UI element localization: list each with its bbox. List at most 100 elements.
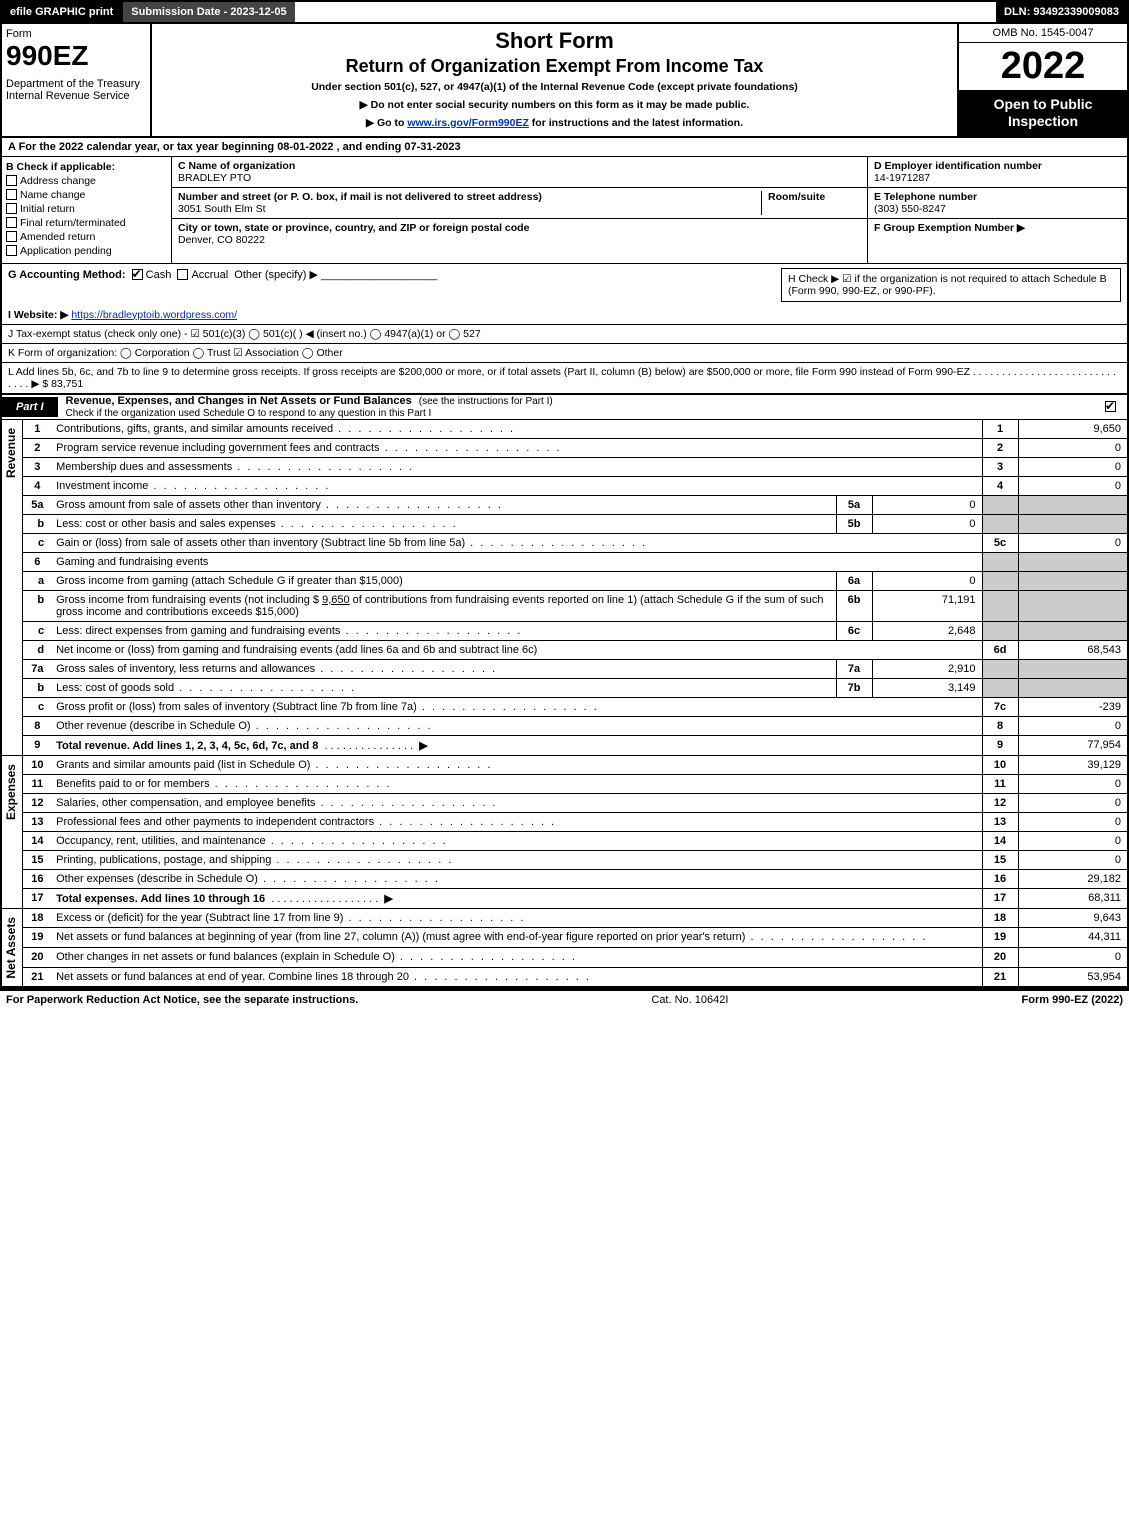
line-6c-num: c [22,621,52,640]
line-7b-desc: Less: cost of goods sold [52,678,836,697]
dept-label: Department of the Treasury Internal Reve… [6,78,146,102]
ein-label: D Employer identification number [874,160,1042,172]
chk-amended-return[interactable]: Amended return [6,231,167,243]
line-8-val: 0 [1018,716,1128,735]
line-6a-boxval: 0 [872,571,982,590]
submission-date: Submission Date - 2023-12-05 [121,2,294,22]
chk-accrual[interactable] [177,269,188,280]
line-5b-greyval [1018,514,1128,533]
tel-label: E Telephone number [874,191,977,203]
chk-application-pending[interactable]: Application pending [6,245,167,257]
col-c-orginfo: C Name of organization BRADLEY PTO Numbe… [172,157,867,263]
line-11-ref: 11 [982,774,1018,793]
line-6b-boxval: 71,191 [872,590,982,621]
omb-number: OMB No. 1545-0047 [959,24,1127,43]
line-5a-num: 5a [22,495,52,514]
chk-final-return[interactable]: Final return/terminated [6,217,167,229]
line-21-val: 53,954 [1018,967,1128,987]
tel-value: (303) 550-8247 [874,203,946,215]
line-5b-box: 5b [836,514,872,533]
footer-form: Form 990-EZ (2022) [1022,994,1123,1006]
expenses-table: 10Grants and similar amounts paid (list … [22,756,1129,909]
row-gh: G Accounting Method: Cash Accrual Other … [0,264,1129,306]
group-exemption-label: F Group Exemption Number ▶ [874,222,1025,234]
line-18-num: 18 [22,909,52,928]
chk-name-change[interactable]: Name change [6,189,167,201]
chk-address-change[interactable]: Address change [6,175,167,187]
line-16-val: 29,182 [1018,869,1128,888]
line-2-ref: 2 [982,438,1018,457]
subtitle-link: ▶ Go to www.irs.gov/Form990EZ for instru… [160,117,949,129]
line-6-grey [982,552,1018,571]
line-7a-box: 7a [836,659,872,678]
open-to-public: Open to Public Inspection [959,90,1127,136]
line-1-val: 9,650 [1018,420,1128,439]
line-7b-greyval [1018,678,1128,697]
line-9-val: 77,954 [1018,735,1128,755]
line-12-desc: Salaries, other compensation, and employ… [52,793,982,812]
netassets-table: 18Excess or (deficit) for the year (Subt… [22,909,1129,988]
subtitle-ssn: ▶ Do not enter social security numbers o… [160,99,949,111]
line-1-ref: 1 [982,420,1018,439]
line-6-num: 6 [22,552,52,571]
line-21-desc: Net assets or fund balances at end of ye… [52,967,982,987]
c-addr-label: Number and street (or P. O. box, if mail… [178,191,542,203]
subtitle-code: Under section 501(c), 527, or 4947(a)(1)… [160,81,949,93]
part1-title: Revenue, Expenses, and Changes in Net As… [66,395,412,407]
line-5b-grey [982,514,1018,533]
line-6c-greyval [1018,621,1128,640]
website-link[interactable]: https://bradleyptoib.wordpress.com/ [71,309,237,321]
line-5b-num: b [22,514,52,533]
line-9-desc: Total revenue. Add lines 1, 2, 3, 4, 5c,… [52,735,982,755]
col-b-checkboxes: B Check if applicable: Address change Na… [2,157,172,263]
line-6d-desc: Net income or (loss) from gaming and fun… [52,640,982,659]
part1-checkbox[interactable] [1105,401,1119,413]
netassets-section: Net Assets 18Excess or (deficit) for the… [0,909,1129,990]
line-19-val: 44,311 [1018,928,1128,948]
efile-print[interactable]: efile GRAPHIC print [2,2,121,22]
line-6b-desc: Gross income from fundraising events (no… [52,590,836,621]
line-12-ref: 12 [982,793,1018,812]
line-7c-num: c [22,697,52,716]
page-footer: For Paperwork Reduction Act Notice, see … [0,989,1129,1009]
line-13-ref: 13 [982,812,1018,831]
header-left: Form 990EZ Department of the Treasury In… [2,24,152,136]
form-number: 990EZ [6,40,146,72]
line-21-ref: 21 [982,967,1018,987]
line-14-val: 0 [1018,831,1128,850]
line-6b-box: 6b [836,590,872,621]
line-7c-val: -239 [1018,697,1128,716]
line-4-num: 4 [22,476,52,495]
line-5c-val: 0 [1018,533,1128,552]
chk-initial-return[interactable]: Initial return [6,203,167,215]
line-12-num: 12 [22,793,52,812]
line-3-num: 3 [22,457,52,476]
ein-value: 14-1971287 [874,172,930,184]
line-5a-grey [982,495,1018,514]
chk-cash[interactable] [132,269,143,280]
line-8-ref: 8 [982,716,1018,735]
netassets-vert-label: Net Assets [0,909,22,988]
line-7a-boxval: 2,910 [872,659,982,678]
line-6c-desc: Less: direct expenses from gaming and fu… [52,621,836,640]
header-right: OMB No. 1545-0047 2022 Open to Public In… [957,24,1127,136]
room-label: Room/suite [768,191,825,203]
line-21-num: 21 [22,967,52,987]
line-16-num: 16 [22,869,52,888]
line-15-val: 0 [1018,850,1128,869]
part1-checkline: Check if the organization used Schedule … [66,408,432,419]
revenue-table: 1Contributions, gifts, grants, and simil… [22,420,1129,756]
footer-left: For Paperwork Reduction Act Notice, see … [6,994,358,1006]
line-11-num: 11 [22,774,52,793]
part1-badge: Part I [2,397,58,417]
line-3-desc: Membership dues and assessments [52,457,982,476]
line-15-num: 15 [22,850,52,869]
line-6b-amt: 9,650 [322,594,350,606]
row-l-gross-receipts: L Add lines 5b, 6c, and 7b to line 9 to … [0,363,1129,395]
title-short-form: Short Form [160,28,949,54]
line-13-num: 13 [22,812,52,831]
footer-cat: Cat. No. 10642I [358,994,1021,1006]
line-7b-num: b [22,678,52,697]
line-13-desc: Professional fees and other payments to … [52,812,982,831]
irs-link[interactable]: www.irs.gov/Form990EZ [407,117,529,129]
